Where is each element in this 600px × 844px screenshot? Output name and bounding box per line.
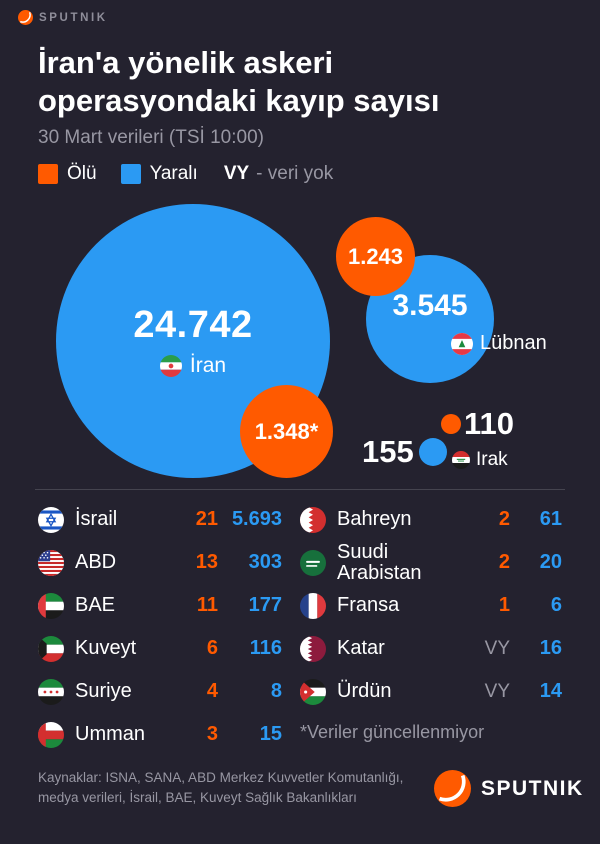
table-row: Katar VY 16 xyxy=(300,627,562,670)
flag-uae-icon xyxy=(38,592,64,619)
vy-explanation: - veri yok xyxy=(256,163,334,184)
flag-usa-icon xyxy=(38,549,64,576)
wounded-count: 6 xyxy=(550,594,562,616)
page-title: İran'a yönelik askeri operasyondaki kayı… xyxy=(38,45,440,119)
iraq-wounded-value: 155 xyxy=(362,434,414,469)
iran-dead-value: 1.348* xyxy=(254,418,319,444)
dead-count: 1 xyxy=(498,594,510,616)
wounded-count: 14 xyxy=(539,680,562,702)
flag-lebanon-icon xyxy=(451,332,473,355)
iraq-bubble-label: Irak xyxy=(452,449,508,471)
wounded-count: 177 xyxy=(248,594,282,616)
sputnik-logo-icon xyxy=(434,770,471,807)
sputnik-brand-bottom: SPUTNIK xyxy=(434,770,584,807)
country-label: Katar xyxy=(337,637,385,659)
section-divider xyxy=(35,489,565,490)
footnote: *Veriler güncellenmiyor xyxy=(300,722,485,742)
table-row: Kuveyt 6 116 xyxy=(38,627,282,670)
country-label: Bahreyn xyxy=(337,508,412,530)
table-row: İsrail 21 5.693 xyxy=(38,498,282,541)
dead-count: VY xyxy=(484,680,510,702)
country-label: İsrail xyxy=(75,508,118,530)
table-row: Bahreyn 2 61 xyxy=(300,498,562,541)
iraq-label: Irak xyxy=(476,449,508,470)
flag-kuwait-icon xyxy=(38,635,64,662)
sputnik-brand-text: SPUTNIK xyxy=(481,776,584,800)
table-row: ABD 13 303 xyxy=(38,541,282,584)
dead-count: 21 xyxy=(195,508,218,530)
wounded-count: 20 xyxy=(539,551,562,573)
iraq-dead-dot xyxy=(441,414,461,434)
sputnik-logo-icon xyxy=(18,10,33,25)
dead-count: 2 xyxy=(498,551,510,573)
wounded-count: 61 xyxy=(539,508,562,530)
wounded-count: 116 xyxy=(249,637,282,659)
table-row: Suudi Arabistan 2 20 xyxy=(300,541,562,584)
iran-bubble-label: İran xyxy=(159,354,227,378)
lebanon-wounded-value: 3.545 xyxy=(392,289,468,322)
flag-syria-icon xyxy=(38,678,64,705)
flag-iran-icon xyxy=(159,355,182,377)
country-label: ABD xyxy=(75,551,117,573)
table-row: Fransa 1 6 xyxy=(300,584,562,627)
dead-count: 6 xyxy=(206,637,218,659)
lebanon-wounded-bubble: 3.545 xyxy=(366,255,494,383)
iraq-wounded-dot xyxy=(419,438,447,466)
table-right-column: Bahreyn 2 61 Suudi Arabistan 2 20 Fransa… xyxy=(300,498,562,743)
sputnik-brand-text: SPUTNIK xyxy=(39,11,108,24)
wounded-count: 8 xyxy=(270,680,282,702)
vy-abbreviation: VY xyxy=(223,163,250,184)
iran-wounded-value: 24.742 xyxy=(133,304,253,346)
wounded-legend-swatch xyxy=(120,164,141,184)
iraq-dead-value: 110 xyxy=(464,406,515,441)
sputnik-brand-top: SPUTNIK xyxy=(18,10,108,25)
wounded-legend-label: Yaralı xyxy=(149,163,198,184)
sources-text: Kaynaklar: ISNA, SANA, ABD Merkez Kuvvet… xyxy=(38,770,404,806)
country-label: Suudi Arabistan xyxy=(337,540,422,584)
flag-jordan-icon xyxy=(300,678,326,705)
dead-count: 11 xyxy=(196,594,218,616)
lebanon-bubble-label: Lübnan xyxy=(451,332,547,355)
country-label: Kuveyt xyxy=(75,637,137,659)
iran-label: İran xyxy=(189,354,227,377)
flag-iraq-icon xyxy=(452,451,470,469)
wounded-count: 5.693 xyxy=(231,508,282,530)
country-label: Umman xyxy=(75,723,146,745)
dead-count: 2 xyxy=(498,508,510,530)
dead-count: 4 xyxy=(206,680,218,702)
wounded-count: 15 xyxy=(259,723,282,745)
table-left-column: İsrail 21 5.693 ABD 13 303 BAE 11 177 Ku… xyxy=(38,498,282,756)
iran-wounded-bubble: 24.742 İran xyxy=(56,204,330,478)
country-label: Fransa xyxy=(337,594,400,616)
flag-qatar-icon xyxy=(300,635,326,662)
table-row: BAE 11 177 xyxy=(38,584,282,627)
table-row: Umman 3 15 xyxy=(38,713,282,756)
wounded-count: 16 xyxy=(539,637,562,659)
legend: Ölü Yaralı VY - veri yok xyxy=(38,163,333,185)
table-row: Suriye 4 8 xyxy=(38,670,282,713)
flag-oman-icon xyxy=(38,721,64,748)
iran-dead-bubble: 1.348* xyxy=(240,385,333,478)
flag-saudi-arabia-icon xyxy=(300,549,326,576)
country-label: Suriye xyxy=(75,680,132,702)
lebanon-dead-bubble: 1.243 xyxy=(336,217,415,296)
bubble-chart: 24.742 İran 1.243 3.545 Lübnan 1.348* 15… xyxy=(0,198,600,500)
date-subtitle: 30 Mart verileri (TSİ 10:00) xyxy=(38,127,264,148)
flag-israel-icon xyxy=(38,506,64,533)
flag-bahrain-icon xyxy=(300,506,326,533)
dead-legend-label: Ölü xyxy=(67,163,97,184)
table-row: Ürdün VY 14 xyxy=(300,670,562,713)
dead-legend-swatch xyxy=(38,164,58,184)
country-label: Ürdün xyxy=(337,680,392,702)
dead-count: VY xyxy=(484,637,510,659)
wounded-count: 303 xyxy=(248,551,282,573)
flag-france-icon xyxy=(300,592,326,619)
dead-count: 13 xyxy=(195,551,218,573)
dead-count: 3 xyxy=(206,723,218,745)
country-label: BAE xyxy=(75,594,116,616)
lebanon-label: Lübnan xyxy=(480,332,547,354)
lebanon-dead-value: 1.243 xyxy=(347,243,404,269)
